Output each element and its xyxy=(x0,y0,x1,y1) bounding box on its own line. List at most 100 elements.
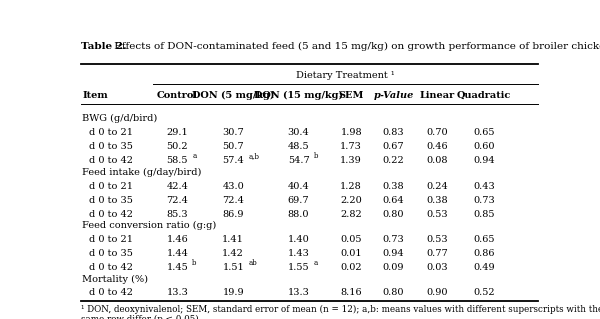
Text: 0.52: 0.52 xyxy=(473,288,495,298)
Text: ab: ab xyxy=(248,259,257,267)
Text: 0.08: 0.08 xyxy=(427,156,448,165)
Text: 0.64: 0.64 xyxy=(383,196,404,204)
Text: 1.73: 1.73 xyxy=(340,142,362,151)
Text: d 0 to 21: d 0 to 21 xyxy=(89,235,133,244)
Text: 0.43: 0.43 xyxy=(473,182,495,190)
Text: 0.53: 0.53 xyxy=(427,210,448,219)
Text: d 0 to 35: d 0 to 35 xyxy=(89,249,133,258)
Text: 0.67: 0.67 xyxy=(383,142,404,151)
Text: d 0 to 35: d 0 to 35 xyxy=(89,196,133,204)
Text: 1.40: 1.40 xyxy=(288,235,310,244)
Text: b: b xyxy=(192,259,197,267)
Text: 1.45: 1.45 xyxy=(166,263,188,272)
Text: 1.43: 1.43 xyxy=(287,249,310,258)
Text: 0.73: 0.73 xyxy=(383,235,404,244)
Text: d 0 to 42: d 0 to 42 xyxy=(89,210,133,219)
Text: 0.90: 0.90 xyxy=(427,288,448,298)
Text: 43.0: 43.0 xyxy=(223,182,244,190)
Text: 86.9: 86.9 xyxy=(223,210,244,219)
Text: 0.03: 0.03 xyxy=(427,263,448,272)
Text: d 0 to 21: d 0 to 21 xyxy=(89,128,133,137)
Text: 88.0: 88.0 xyxy=(288,210,310,219)
Text: 0.70: 0.70 xyxy=(427,128,448,137)
Text: 0.80: 0.80 xyxy=(383,210,404,219)
Text: BWG (g/d/bird): BWG (g/d/bird) xyxy=(82,114,158,123)
Text: 85.3: 85.3 xyxy=(166,210,188,219)
Text: 1.44: 1.44 xyxy=(166,249,188,258)
Text: 19.9: 19.9 xyxy=(223,288,244,298)
Text: 0.94: 0.94 xyxy=(383,249,404,258)
Text: 69.7: 69.7 xyxy=(288,196,310,204)
Text: 30.7: 30.7 xyxy=(223,128,244,137)
Text: a,b: a,b xyxy=(248,152,259,160)
Text: 72.4: 72.4 xyxy=(166,196,188,204)
Text: 1.46: 1.46 xyxy=(166,235,188,244)
Text: 2.20: 2.20 xyxy=(340,196,362,204)
Text: 0.83: 0.83 xyxy=(383,128,404,137)
Text: d 0 to 35: d 0 to 35 xyxy=(89,142,133,151)
Text: 0.65: 0.65 xyxy=(473,235,495,244)
Text: Effects of DON-contaminated feed (5 and 15 mg/kg) on growth performance of broil: Effects of DON-contaminated feed (5 and … xyxy=(111,42,600,51)
Text: 0.60: 0.60 xyxy=(473,142,495,151)
Text: 0.24: 0.24 xyxy=(426,182,448,190)
Text: same row differ (p ≤ 0.05).: same row differ (p ≤ 0.05). xyxy=(80,315,201,319)
Text: Table 2.: Table 2. xyxy=(80,42,127,51)
Text: 2.82: 2.82 xyxy=(340,210,362,219)
Text: 0.01: 0.01 xyxy=(340,249,362,258)
Text: 0.77: 0.77 xyxy=(426,249,448,258)
Text: 0.02: 0.02 xyxy=(340,263,362,272)
Text: 0.38: 0.38 xyxy=(383,182,404,190)
Text: 57.4: 57.4 xyxy=(223,156,244,165)
Text: 48.5: 48.5 xyxy=(288,142,310,151)
Text: DON (15 mg/kg): DON (15 mg/kg) xyxy=(254,91,343,100)
Text: 1.51: 1.51 xyxy=(223,263,244,272)
Text: 0.38: 0.38 xyxy=(427,196,448,204)
Text: 0.73: 0.73 xyxy=(473,196,495,204)
Text: Quadratic: Quadratic xyxy=(457,91,511,100)
Text: 13.3: 13.3 xyxy=(166,288,188,298)
Text: 0.94: 0.94 xyxy=(473,156,495,165)
Text: 0.22: 0.22 xyxy=(383,156,404,165)
Text: SEM: SEM xyxy=(338,91,364,100)
Text: DON (5 mg/kg): DON (5 mg/kg) xyxy=(192,91,274,100)
Text: 1.98: 1.98 xyxy=(340,128,362,137)
Text: 42.4: 42.4 xyxy=(166,182,188,190)
Text: 40.4: 40.4 xyxy=(288,182,310,190)
Text: d 0 to 42: d 0 to 42 xyxy=(89,156,133,165)
Text: a: a xyxy=(192,152,196,160)
Text: 0.80: 0.80 xyxy=(383,288,404,298)
Text: 0.53: 0.53 xyxy=(427,235,448,244)
Text: p-Value: p-Value xyxy=(373,91,413,100)
Text: Control: Control xyxy=(157,91,198,100)
Text: 58.5: 58.5 xyxy=(167,156,188,165)
Text: 13.3: 13.3 xyxy=(287,288,310,298)
Text: Mortality (%): Mortality (%) xyxy=(82,274,148,284)
Text: 8.16: 8.16 xyxy=(340,288,362,298)
Text: Feed conversion ratio (g:g): Feed conversion ratio (g:g) xyxy=(82,221,217,230)
Text: 1.55: 1.55 xyxy=(288,263,310,272)
Text: Dietary Treatment ¹: Dietary Treatment ¹ xyxy=(296,71,395,80)
Text: 50.7: 50.7 xyxy=(223,142,244,151)
Text: 72.4: 72.4 xyxy=(223,196,244,204)
Text: d 0 to 42: d 0 to 42 xyxy=(89,288,133,298)
Text: d 0 to 42: d 0 to 42 xyxy=(89,263,133,272)
Text: 0.85: 0.85 xyxy=(473,210,495,219)
Text: 1.42: 1.42 xyxy=(223,249,244,258)
Text: Feed intake (g/day/bird): Feed intake (g/day/bird) xyxy=(82,167,202,177)
Text: ¹ DON, deoxynivalenol; SEM, standard error of mean (n = 12); a,b: means values w: ¹ DON, deoxynivalenol; SEM, standard err… xyxy=(80,305,600,314)
Text: 50.2: 50.2 xyxy=(166,142,188,151)
Text: 54.7: 54.7 xyxy=(288,156,310,165)
Text: 29.1: 29.1 xyxy=(166,128,188,137)
Text: b: b xyxy=(313,152,318,160)
Text: 1.39: 1.39 xyxy=(340,156,362,165)
Text: 1.28: 1.28 xyxy=(340,182,362,190)
Text: 0.09: 0.09 xyxy=(383,263,404,272)
Text: a: a xyxy=(313,259,318,267)
Text: Linear: Linear xyxy=(419,91,455,100)
Text: 0.05: 0.05 xyxy=(340,235,362,244)
Text: 1.41: 1.41 xyxy=(223,235,244,244)
Text: 0.46: 0.46 xyxy=(427,142,448,151)
Text: 0.65: 0.65 xyxy=(473,128,495,137)
Text: d 0 to 21: d 0 to 21 xyxy=(89,182,133,190)
Text: Item: Item xyxy=(82,91,108,100)
